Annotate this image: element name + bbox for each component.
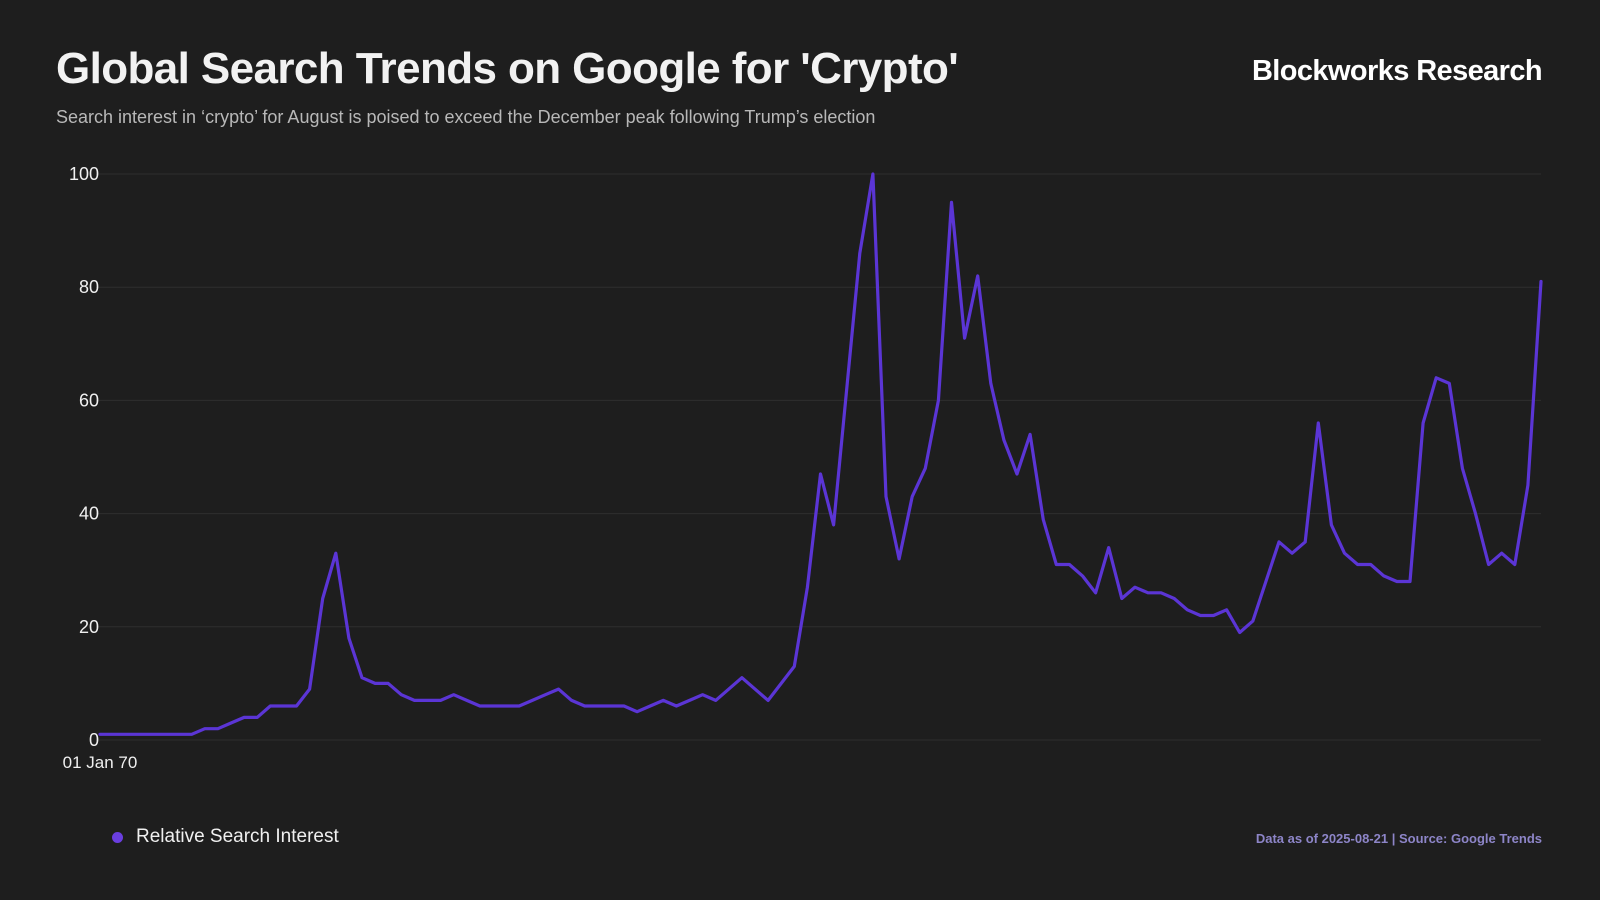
y-axis: 0 20 40 60 80 100 bbox=[69, 164, 99, 750]
x-axis: 01 Jan 70 bbox=[63, 753, 138, 772]
y-tick-label: 80 bbox=[79, 277, 99, 297]
y-tick-label: 40 bbox=[79, 504, 99, 524]
y-tick-label: 60 bbox=[79, 390, 99, 410]
grid-lines bbox=[96, 173, 1541, 741]
y-tick-label: 20 bbox=[79, 617, 99, 637]
chart-subtitle: Search interest in ‘crypto’ for August i… bbox=[56, 107, 876, 127]
legend-marker bbox=[112, 831, 123, 843]
y-tick-label: 0 bbox=[89, 730, 99, 750]
y-tick-label: 100 bbox=[69, 164, 99, 184]
series-layer bbox=[98, 172, 1543, 736]
legend-label: Relative Search Interest bbox=[136, 826, 339, 847]
x-tick-label: 01 Jan 70 bbox=[63, 753, 138, 772]
legend[interactable]: Relative Search Interest bbox=[112, 826, 339, 848]
series-line bbox=[98, 172, 1543, 736]
chart-title: Global Search Trends on Google for 'Cryp… bbox=[56, 44, 959, 93]
brand-logo: Blockworks Research bbox=[1251, 55, 1543, 87]
source-note: Data as of 2025-08-21 | Source: Google T… bbox=[1255, 831, 1542, 846]
